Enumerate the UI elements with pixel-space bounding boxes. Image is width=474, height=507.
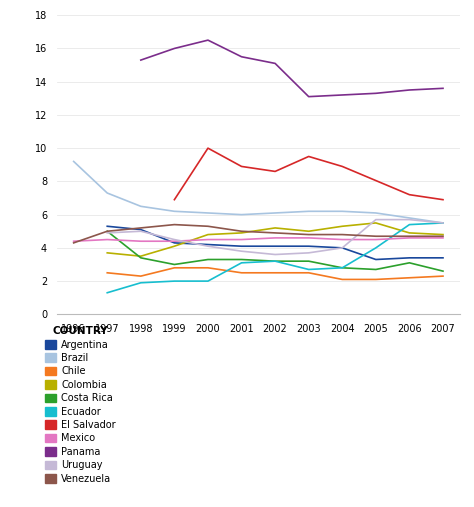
Legend: Argentina, Brazil, Chile, Colombia, Costa Rica, Ecuador, El Salvador, Mexico, Pa: Argentina, Brazil, Chile, Colombia, Cost…	[43, 324, 118, 486]
